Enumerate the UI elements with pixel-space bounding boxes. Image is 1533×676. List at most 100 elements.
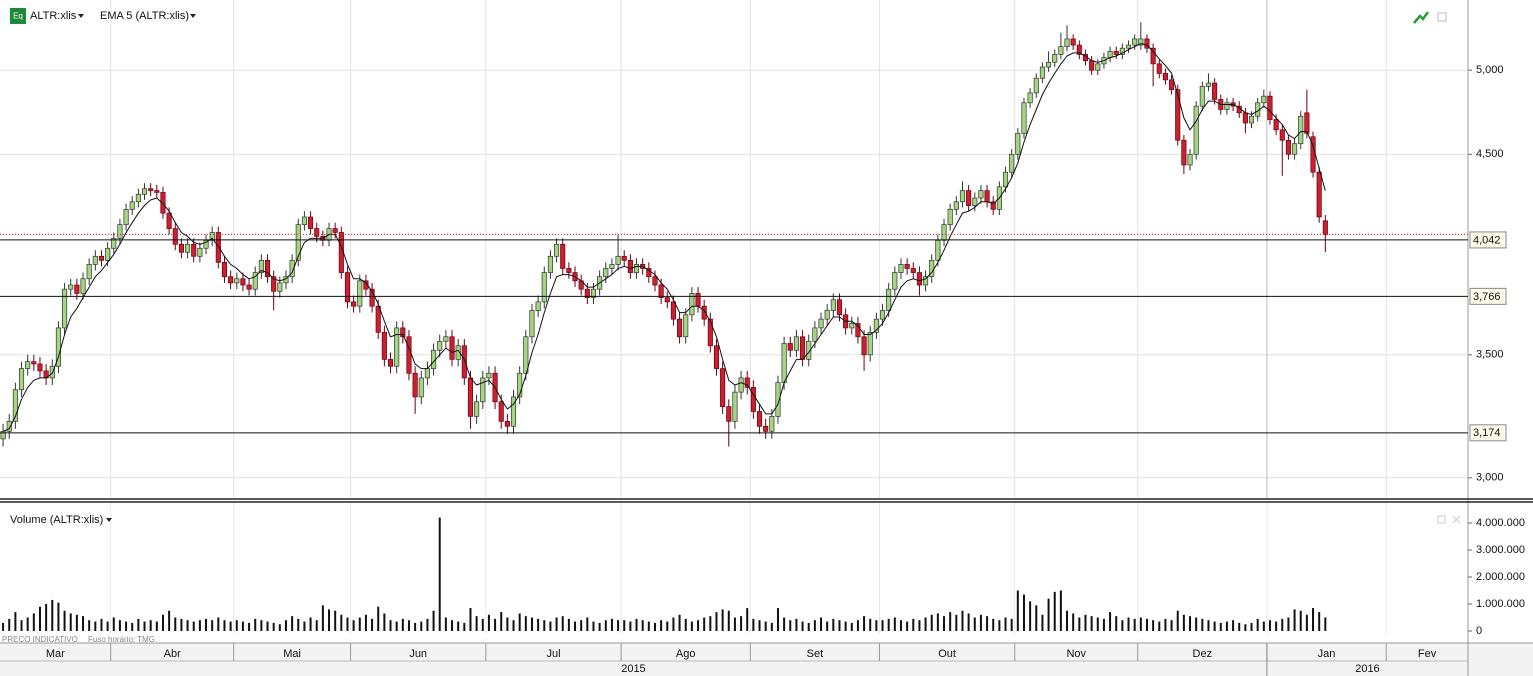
- volume-bar: [38, 606, 41, 631]
- volume-bar: [20, 620, 23, 631]
- candle-body: [74, 284, 80, 294]
- volume-bar: [906, 621, 909, 631]
- indicator-menu[interactable]: EMA 5 (ALTR:xlis): [100, 10, 189, 22]
- candle-body: [535, 301, 541, 311]
- dropdown-arrow[interactable]: [78, 14, 84, 18]
- volume-bar: [1121, 620, 1124, 631]
- volume-bar: [1164, 618, 1167, 631]
- candle-body: [1261, 95, 1267, 104]
- volume-bar: [672, 617, 675, 631]
- candle-body: [664, 297, 670, 303]
- volume-bar: [512, 620, 515, 631]
- candle-body: [756, 411, 763, 427]
- close-icon[interactable]: [1452, 515, 1461, 524]
- candle-body: [621, 255, 627, 261]
- candle-body: [677, 318, 683, 338]
- volume-menu[interactable]: Volume (ALTR:xlis): [10, 514, 103, 526]
- volume-bar: [1232, 620, 1235, 631]
- volume-bar: [530, 617, 533, 631]
- candle-body: [295, 224, 301, 261]
- footer-note: PREÇO INDICATIVO: [2, 635, 78, 644]
- volume-bar: [149, 620, 152, 631]
- candle-body: [123, 208, 129, 226]
- maximize-icon[interactable]: [1437, 515, 1446, 524]
- volume-bar: [321, 605, 324, 631]
- volume-bar: [1078, 617, 1081, 631]
- candle-body: [443, 336, 449, 342]
- volume-bar: [592, 621, 595, 631]
- candle-body: [1138, 38, 1144, 46]
- candle-body: [504, 420, 510, 427]
- candle-body: [1273, 119, 1279, 131]
- volume-bar: [137, 618, 140, 631]
- volume-bar: [106, 621, 109, 631]
- candle-body: [277, 282, 283, 292]
- volume-bar: [1010, 618, 1013, 631]
- volume-bar: [395, 621, 398, 631]
- dropdown-arrow[interactable]: [106, 518, 112, 522]
- volume-bar: [118, 620, 121, 631]
- volume-bar: [1182, 614, 1185, 631]
- volume-bar: [1016, 590, 1019, 631]
- volume-bar: [647, 621, 650, 631]
- candle-body: [855, 323, 861, 338]
- level-label: 4,042: [1473, 234, 1501, 246]
- volume-bar: [487, 614, 490, 631]
- volume-bar: [407, 620, 410, 631]
- logo-text: Eq: [13, 12, 23, 21]
- volume-bar: [241, 621, 244, 631]
- volume-bar: [697, 620, 700, 631]
- volume-bar: [801, 621, 804, 631]
- candle-body: [480, 377, 486, 403]
- level-label-box: [1469, 287, 1507, 305]
- candle-body: [1199, 85, 1205, 107]
- volume-bar: [57, 602, 60, 631]
- volume-bar: [1096, 617, 1099, 631]
- level-label-box: [1469, 231, 1507, 249]
- candle-body: [357, 280, 363, 307]
- candle-body: [1113, 50, 1119, 55]
- volume-bar: [703, 617, 706, 631]
- candle-body: [510, 396, 517, 427]
- volume-bar: [733, 617, 736, 631]
- y-tick-label: 5,000: [1476, 64, 1504, 76]
- symbol-menu[interactable]: ALTR:xlis: [30, 10, 77, 22]
- candle-body: [763, 425, 769, 432]
- volume-bar: [1041, 614, 1044, 631]
- candle-body: [818, 318, 824, 329]
- logo: [10, 8, 26, 24]
- volume-bar: [856, 620, 859, 631]
- volume-bar: [1029, 601, 1032, 631]
- volume-bar: [1170, 620, 1173, 631]
- candle-body: [264, 259, 271, 278]
- grid: [0, 0, 1472, 676]
- volume-bar: [94, 621, 97, 631]
- candle-body: [633, 264, 640, 273]
- volume-bar: [604, 620, 607, 631]
- candle-body: [1181, 139, 1187, 166]
- dropdown-arrow[interactable]: [190, 14, 196, 18]
- volume-bar: [973, 617, 976, 631]
- maximize-icon[interactable]: [1437, 12, 1447, 22]
- candle-body: [904, 264, 910, 269]
- volume-bar: [266, 621, 269, 631]
- volume-bar: [75, 614, 78, 631]
- volume-bar: [82, 616, 85, 631]
- candle-body: [197, 247, 203, 257]
- volume-bar: [235, 620, 238, 631]
- candle-body: [154, 190, 160, 193]
- candle-body: [658, 284, 664, 298]
- candle-body: [1316, 171, 1322, 218]
- volume-bar: [826, 621, 829, 631]
- footer-note: Fuso horário: TMG: [88, 635, 155, 644]
- trend-icon[interactable]: [1413, 11, 1430, 24]
- volume-bar: [1268, 620, 1271, 631]
- volume-bar: [358, 617, 361, 631]
- volume-bar: [1305, 614, 1308, 631]
- volume-bar: [758, 620, 761, 631]
- candle-body: [437, 340, 443, 351]
- candle-body: [172, 228, 178, 245]
- volume-bar: [2, 622, 5, 631]
- candle-body: [424, 368, 430, 379]
- volume-bar: [1207, 620, 1210, 631]
